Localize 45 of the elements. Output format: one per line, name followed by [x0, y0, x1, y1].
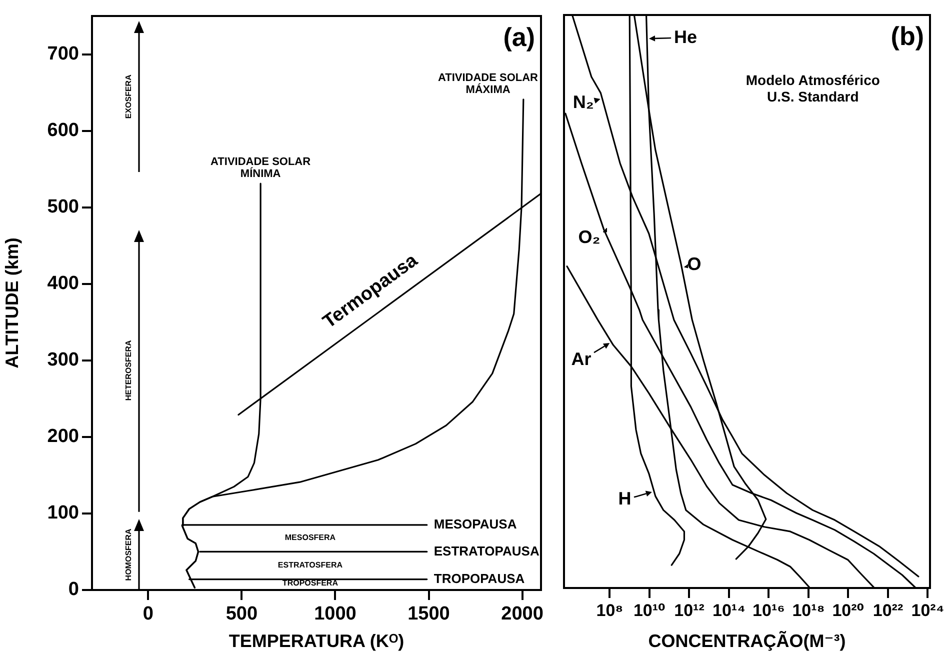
y-tick-label: 200 [47, 426, 79, 448]
annotation: He [674, 26, 698, 47]
x-tick-label: 0 [142, 604, 154, 625]
x-tick-label: 10¹⁴ [712, 600, 746, 620]
x-tick-label: 10²⁰ [832, 600, 864, 620]
annotation: HETEROSFERA [124, 340, 133, 401]
annotation: O₂ [578, 226, 600, 247]
x-tick-label: 10²² [872, 600, 904, 620]
y-tick-label: 400 [47, 273, 79, 294]
series-label: MESOPAUSA [434, 516, 518, 532]
annotation: Modelo Atmosférico U.S. Standard [746, 72, 880, 105]
x-tick-label: 2000 [501, 604, 544, 625]
y-tick-label: 600 [47, 120, 79, 142]
x-tick-label: 10²⁴ [911, 600, 944, 620]
y-tick-label: 700 [47, 44, 79, 64]
series-label: TROPOPAUSA [434, 570, 526, 586]
x-tick-label: 1500 [408, 604, 450, 625]
annotation: ESTRATOSFERA [278, 560, 343, 570]
annotation: MESOSFERA [284, 532, 336, 542]
x-tick-label: 10¹⁰ [633, 600, 666, 620]
annotation: (b) [890, 21, 924, 52]
x-tick-label: 10¹⁸ [792, 600, 825, 620]
y-tick-label: 100 [47, 502, 79, 524]
annotation: (a) [503, 22, 535, 52]
annotation: HOMOSFERA [124, 528, 133, 581]
annotation: TROPOSFERA [282, 578, 338, 588]
y-tick-label: 500 [47, 196, 79, 218]
x-tick-label: 1000 [314, 604, 356, 625]
x-tick-label: 10⁸ [596, 600, 624, 620]
x-axis-title: TEMPERATURA (Kᴼ) [228, 631, 404, 652]
annotation: N₂ [572, 92, 594, 112]
y-tick-label: 300 [47, 350, 79, 371]
annotation: H [618, 488, 632, 509]
annotation: EXOSFERA [124, 74, 133, 119]
y-tick-label: 0 [68, 579, 79, 600]
x-tick-label: 500 [226, 604, 258, 625]
x-tick-label: 10¹⁶ [752, 600, 785, 620]
y-axis-title: ALTITUDE (km) [2, 238, 22, 368]
x-tick-label: 10¹² [674, 600, 705, 620]
annotation: O [687, 254, 702, 274]
series-label: ESTRATOPAUSA [434, 543, 540, 558]
series-label: ATIVIDADE SOLAR MÍNIMA [210, 156, 311, 180]
series-label: ATIVIDADE SOLAR MÁXIMA [438, 72, 538, 96]
x-axis-title: CONCENTRAÇÃO(M⁻³) [648, 630, 846, 652]
annotation: Ar [571, 348, 592, 369]
